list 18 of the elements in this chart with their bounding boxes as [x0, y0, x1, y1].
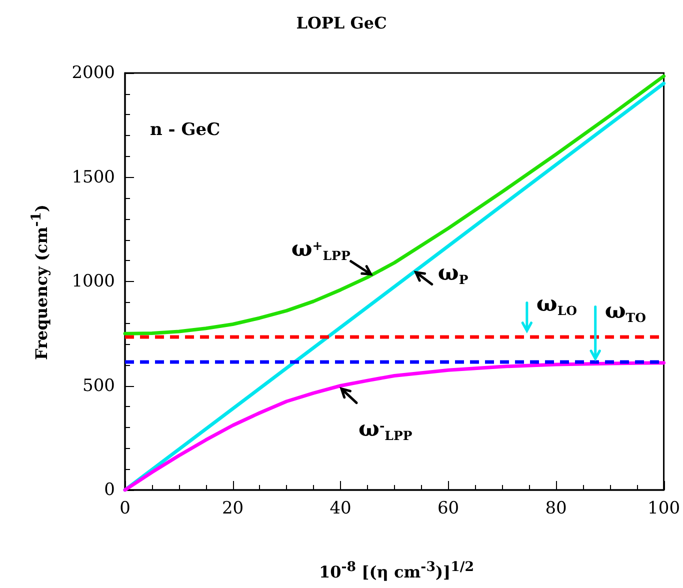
y-tick-label: 500 [82, 376, 115, 396]
x-tick-label: 40 [330, 498, 352, 518]
chart-title: LOPL GeC [296, 14, 387, 32]
x-tick-label: 0 [120, 498, 130, 518]
y-tick-label: 0 [104, 480, 115, 500]
annotation: ω$_{LO}$ [536, 291, 578, 318]
annotation: n - GeC [150, 120, 220, 140]
y-tick-label: 1000 [72, 272, 115, 292]
x-tick-label: 60 [437, 498, 460, 518]
line-series [123, 74, 666, 336]
annotation: ω$_{P}$ [438, 260, 468, 287]
x-axis-title: 10$^{-8}$ [(η cm$^{-3}$)]$^{1/2}$ [319, 559, 474, 582]
annotation: ω$_{TO}$ [604, 298, 646, 326]
x-tick-label: 100 [648, 498, 680, 518]
y-tick-label: 2000 [72, 63, 115, 83]
y-tick-label: 1500 [72, 167, 115, 188]
x-tick-label: 80 [545, 498, 567, 518]
x-tick-label: 20 [222, 498, 244, 518]
